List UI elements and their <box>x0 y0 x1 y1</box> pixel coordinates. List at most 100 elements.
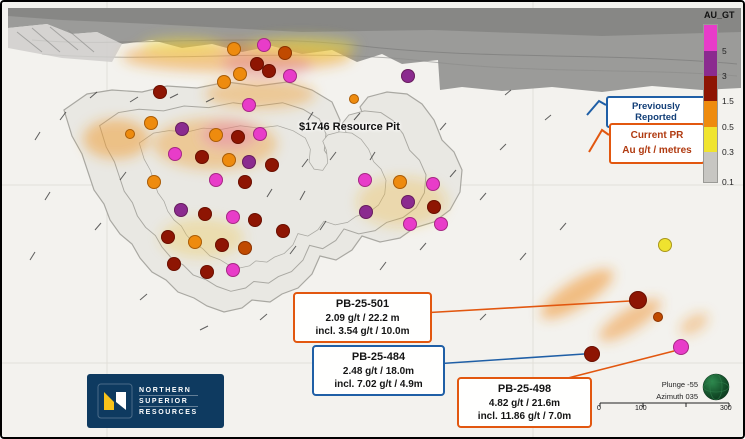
drill-intercept <box>393 175 407 189</box>
drill-intercept <box>215 238 229 252</box>
drill-intercept <box>195 150 209 164</box>
company-logo: NORTHERN SUPERIOR RESOURCES <box>87 374 224 428</box>
colorbar-segment: 1.5 <box>704 76 734 106</box>
included-intercept: incl. 11.86 g/t / 7.0m <box>477 410 572 422</box>
leader-lines <box>420 300 675 379</box>
drill-intercept <box>426 177 440 191</box>
drill-intercept <box>198 207 212 221</box>
legend-current-pr-line2: Au g/t / metres <box>622 144 692 156</box>
colorbar-title: AU_GT <box>704 10 735 20</box>
intercept: 2.48 g/t / 18.0m <box>342 365 415 377</box>
legend-trace-icons <box>586 99 610 153</box>
drill-intercept <box>144 116 158 130</box>
drill-intercept <box>434 217 448 231</box>
scalebar-label-0: 0 <box>597 405 601 412</box>
colorbar-tick-label: 0.3 <box>722 147 734 157</box>
drill-intercept <box>658 238 672 252</box>
drill-intercept <box>242 98 256 112</box>
drill-intercept <box>231 130 245 144</box>
drill-intercept <box>161 230 175 244</box>
resource-pit-label: $1746 Resource Pit <box>299 121 400 133</box>
drill-intercept <box>217 75 231 89</box>
colorbar-scale: 5 3 1.5 0.5 0.3 0.1 <box>703 24 734 187</box>
previously-reported-trace-icon <box>586 99 607 116</box>
drill-intercept <box>673 339 689 355</box>
drill-intercept <box>227 42 241 56</box>
drill-intercept <box>427 200 441 214</box>
drill-intercept <box>147 175 161 189</box>
plunge-label: Plunge -55 <box>661 380 698 389</box>
structure-ticks <box>29 89 567 331</box>
callout-pb-25-498: PB-25-498 4.82 g/t / 21.6m incl. 11.86 g… <box>457 377 592 428</box>
company-logo-icon <box>97 383 133 419</box>
colorbar-segment: 3 <box>704 51 727 81</box>
leader-pb-25-484 <box>433 353 585 365</box>
colorbar-tick-label: 1.5 <box>722 96 734 106</box>
drill-intercept <box>278 46 292 60</box>
drill-intercept <box>200 265 214 279</box>
drill-intercept <box>359 205 373 219</box>
colorbar-tick-label: 5 <box>722 46 727 56</box>
drill-intercept <box>257 38 271 52</box>
scalebar-label-100: 100 <box>635 405 647 412</box>
drill-intercept <box>653 312 663 322</box>
drill-intercept <box>629 291 647 309</box>
drill-intercept <box>153 85 167 99</box>
drill-intercept <box>168 147 182 161</box>
callout-pb-25-484: PB-25-484 2.48 g/t / 18.0m incl. 7.02 g/… <box>312 345 445 396</box>
drill-intercept <box>401 69 415 83</box>
colorbar-tick-label: 0.1 <box>722 177 734 187</box>
drill-intercept <box>283 69 297 83</box>
drill-intercept <box>250 57 264 71</box>
drill-intercept <box>358 173 372 187</box>
logo-line2: SUPERIOR <box>139 395 198 406</box>
drill-intercept <box>222 153 236 167</box>
included-intercept: incl. 7.02 g/t / 4.9m <box>334 378 423 390</box>
drill-intercept <box>262 64 276 78</box>
drill-intercept <box>188 235 202 249</box>
intercept: 4.82 g/t / 21.6m <box>488 397 561 409</box>
terrain-band <box>8 8 741 92</box>
logo-line1: NORTHERN <box>139 386 192 394</box>
drill-intercept <box>401 195 415 209</box>
drill-intercept <box>226 263 240 277</box>
colorbar-segment: 5 <box>704 25 727 56</box>
mineralization-heatmap <box>83 37 709 342</box>
scale-bar <box>599 402 730 407</box>
azimuth-label: Azimuth 035 <box>656 391 698 401</box>
drill-intercept <box>238 175 252 189</box>
drill-intercept <box>167 257 181 271</box>
drill-intercept <box>276 224 290 238</box>
scalebar-label-300: 300 <box>720 405 732 412</box>
legend-current-pr-line1: Current PR <box>630 130 684 141</box>
logo-line3: RESOURCES <box>139 406 198 417</box>
drill-intercept <box>209 173 223 187</box>
drill-intercept <box>248 213 262 227</box>
drill-intercept <box>175 122 189 136</box>
colorbar-tick-label: 0.5 <box>722 122 734 132</box>
drill-intercept <box>226 210 240 224</box>
drill-intercept <box>209 128 223 142</box>
hole-id: PB-25-501 <box>335 298 390 310</box>
hole-id: PB-25-498 <box>497 383 552 395</box>
leader-pb-25-501 <box>420 300 631 314</box>
orientation-ball-icon <box>702 373 730 401</box>
colorbar-tick-label: 3 <box>722 71 727 81</box>
drill-intercept <box>174 203 188 217</box>
drill-intercept <box>265 158 279 172</box>
legend-previously-reported-label: Previously Reported <box>631 101 681 123</box>
colorbar-segment: 0.3 <box>704 127 734 157</box>
au-grade-colorbar: AU_GT 5 3 1.5 0.5 0.3 0.1 <box>703 10 735 187</box>
drill-intercept <box>403 217 417 231</box>
drill-intercept <box>584 346 600 362</box>
drill-intercept <box>349 94 359 104</box>
drill-intercept <box>253 127 267 141</box>
view-orientation: Plunge -55 Azimuth 035 <box>622 379 698 402</box>
drill-intercept <box>125 129 135 139</box>
drill-intercept <box>238 241 252 255</box>
callout-pb-25-501: PB-25-501 2.09 g/t / 22.2 m incl. 3.54 g… <box>293 292 432 343</box>
legend-current-pr: Current PR Au g/t / metres <box>609 123 705 164</box>
current-pr-trace-icon <box>588 128 610 153</box>
